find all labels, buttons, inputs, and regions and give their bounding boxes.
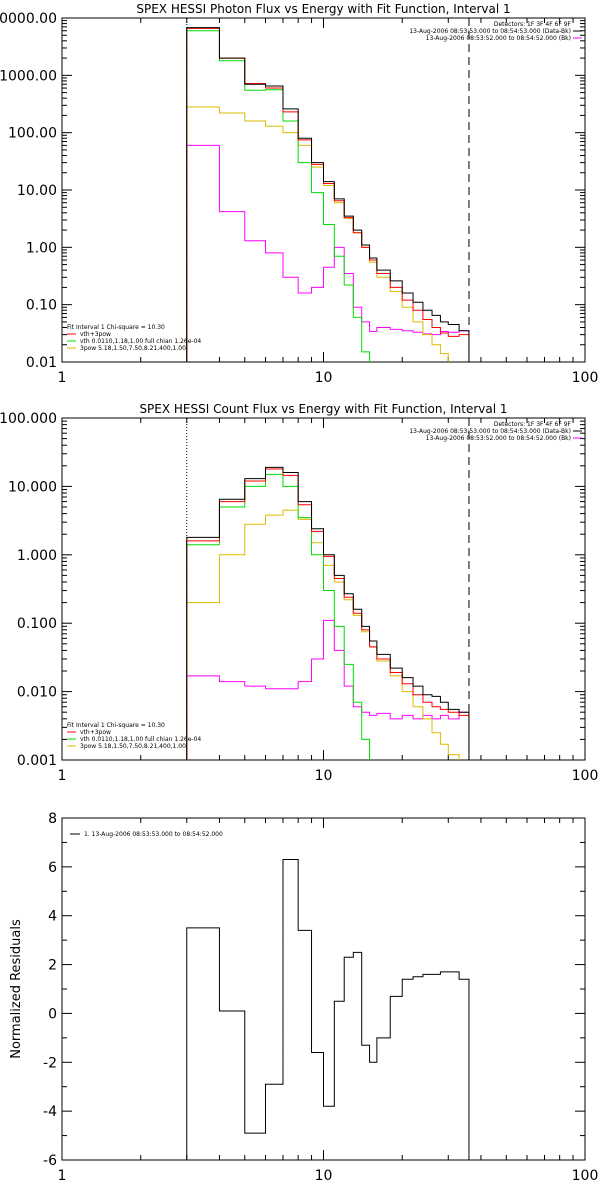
- y-tick-label: 10000.00: [0, 11, 57, 27]
- y-axis-label: Normalized Residuals: [9, 919, 24, 1059]
- y-tick-label: 1000.00: [0, 68, 57, 84]
- series-vth-3pow: [186, 468, 470, 760]
- series-3pow: [186, 106, 449, 362]
- x-tick-label: 1: [58, 768, 67, 784]
- y-tick-label: 4: [48, 909, 57, 925]
- panel-1: SPEX HESSI Photon Flux vs Energy with Fi…: [0, 2, 598, 386]
- y-tick-label: 1.00: [26, 240, 57, 256]
- x-tick-label: 100: [572, 1168, 599, 1184]
- header-text: 13-Aug-2006 08:53:52.000 to 08:54:52.000…: [426, 435, 571, 442]
- x-tick-label: 100: [572, 370, 599, 386]
- series-data-bk: [186, 27, 470, 362]
- y-tick-label: 10.00: [17, 183, 57, 199]
- plot-frame: [61, 817, 586, 1161]
- residual-legend-label: 1. 13-Aug-2006 08:53:53.000 to 08:54:52.…: [84, 831, 223, 838]
- x-tick-label: 10: [315, 1168, 333, 1184]
- header-text: Detectors: 1F 3F 4F 6F 9F: [494, 421, 572, 428]
- chart-title: SPEX HESSI Photon Flux vs Energy with Fi…: [136, 2, 510, 16]
- series-3pow: [186, 509, 460, 760]
- plot-frame: [61, 17, 586, 363]
- x-tick-label: 10: [315, 370, 333, 386]
- header-text: 13-Aug-2006 08:53:52.000 to 08:54:52.000…: [426, 35, 571, 42]
- y-tick-label: 0: [48, 1006, 57, 1022]
- chart-title: SPEX HESSI Count Flux vs Energy with Fit…: [139, 402, 507, 416]
- y-tick-label: -4: [43, 1104, 57, 1120]
- panel-2: SPEX HESSI Count Flux vs Energy with Fit…: [0, 402, 598, 784]
- fit-legend-label: 3pow 5.18,1.50,7.50,8.21,400,1.00: [80, 345, 186, 352]
- fit-legend-label: vth 0.0110,1.18,1.00 full chian 1.26e-04: [80, 736, 201, 743]
- x-tick-label: 1: [58, 1168, 67, 1184]
- series-bk: [186, 619, 470, 760]
- x-tick-label: 100: [572, 768, 599, 784]
- header-text: 13-Aug-2006 08:53:53.000 to 08:54:53.000…: [409, 428, 571, 435]
- y-tick-label: 1.000: [17, 548, 57, 564]
- y-tick-label: 8: [48, 811, 57, 827]
- series-bk: [186, 144, 470, 362]
- series-residuals: [186, 859, 470, 1160]
- series-data-bk: [186, 466, 470, 760]
- y-tick-label: 0.100: [17, 616, 57, 632]
- y-tick-label: -6: [43, 1153, 57, 1169]
- fit-legend-label: vth+3pow: [80, 729, 111, 736]
- x-tick-label: 10: [315, 768, 333, 784]
- fit-legend-label: 3pow 5.18,1.50,7.50,8.21,400,1.00: [80, 743, 186, 750]
- header-text: Detectors: 1F 3F 4F 6F 9F: [494, 21, 572, 28]
- y-tick-label: 0.001: [17, 753, 57, 769]
- x-tick-label: 1: [58, 370, 67, 386]
- header-text: 13-Aug-2006 08:53:53.000 to 08:54:53.000…: [409, 28, 571, 35]
- y-tick-label: 0.01: [26, 355, 57, 371]
- y-tick-label: 2: [48, 958, 57, 974]
- y-tick-label: 0.010: [17, 685, 57, 701]
- y-tick-label: 100.00: [8, 126, 57, 142]
- fit-legend-header: Fit Interval 1 Chi-square = 10.30: [67, 722, 165, 729]
- y-tick-label: 0.10: [26, 298, 57, 314]
- y-tick-label: 100.000: [0, 411, 57, 427]
- series-vth-3pow: [186, 27, 470, 362]
- series-vth: [186, 473, 371, 760]
- series-vth: [186, 30, 371, 362]
- y-tick-label: 6: [48, 860, 57, 876]
- fit-legend-header: Fit Interval 1 Chi-square = 10.30: [67, 324, 165, 331]
- y-tick-label: 10.000: [8, 479, 57, 495]
- fit-legend-label: vth 0.0110,1.18,1.00 full chian 1.26e-04: [80, 338, 201, 345]
- y-tick-label: -2: [43, 1055, 57, 1071]
- panel-3: 1 10 100 -6 -4 -2 0 2 4 6 8 Normalized Residuals 1. …: [9, 811, 598, 1184]
- fit-legend-label: vth+3pow: [80, 331, 111, 338]
